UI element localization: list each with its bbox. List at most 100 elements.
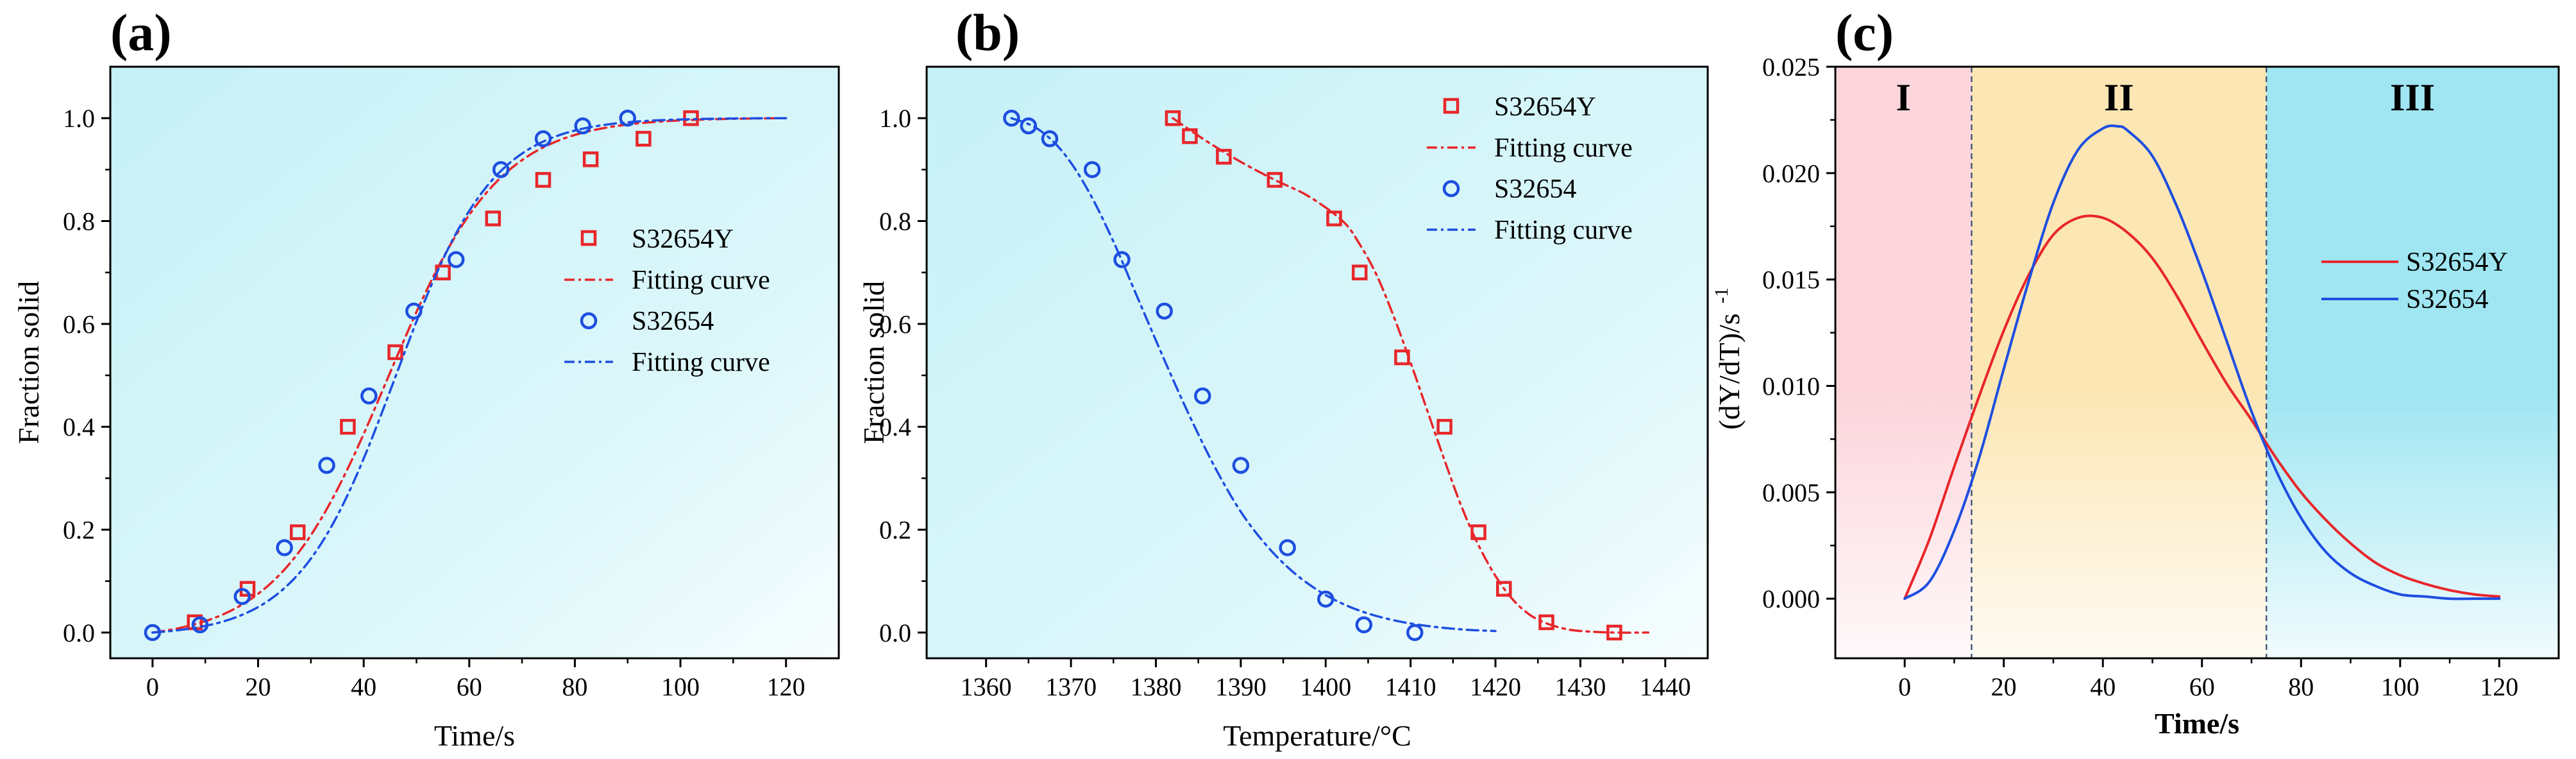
point-s32654y-0-a-2 — [289, 524, 306, 540]
legend-label-s32654-a: S32654 — [632, 307, 714, 336]
point-s32654-2-b-10 — [1355, 616, 1373, 634]
point-s32654-2-b-7 — [1232, 457, 1250, 474]
x-tick-label-0-c: 0 — [1898, 672, 1911, 701]
point-s32654-2-b-4 — [1113, 251, 1131, 268]
plot-frame-b — [925, 65, 1709, 660]
legend-label-s32654-b: S32654 — [1494, 175, 1576, 204]
x-tick-label-60-c: 60 — [2189, 672, 2215, 701]
point-s32654-2-b-1 — [1020, 117, 1038, 135]
plot-area-a — [110, 67, 839, 658]
y-axis-title-a: Fraction solid — [12, 281, 45, 444]
x-tick-label-1440-b: 1440 — [1640, 672, 1691, 701]
y-tick-label-0-4-a: 0.4 — [63, 413, 95, 441]
point-s32654y-0-a-3 — [340, 418, 356, 435]
x-tick-label-1390-b: 1390 — [1215, 672, 1267, 701]
y-axis-title-group-c: (dY/dT)/s -1 — [1711, 287, 1746, 430]
legend-marker-s32654y-b — [1443, 98, 1460, 114]
legend-label-fit-red-a: Fitting curve — [632, 266, 770, 295]
y-tick-label-0-6-a: 0.6 — [63, 310, 95, 339]
legend-label-fit-blue-b: Fitting curve — [1494, 216, 1633, 245]
point-s32654-2-b-11 — [1406, 624, 1424, 642]
x-tick-label-0-a: 0 — [146, 672, 159, 701]
x-axis-title-c: Time/s — [2155, 707, 2239, 740]
y-tick-label-0-4-b: 0.4 — [879, 413, 911, 441]
point-s32654-2-b-6 — [1194, 387, 1211, 405]
series-line-fitting-curve-3-a — [151, 117, 787, 634]
legend-label-s32654y-a: S32654Y — [632, 225, 734, 254]
legend-marker-s32654-b — [1442, 180, 1460, 198]
legend-marker-s32654-a — [580, 312, 598, 330]
point-s32654y-0-a-8 — [582, 151, 599, 167]
x-tick-label-1400-b: 1400 — [1300, 672, 1351, 701]
x-tick-label-100-c: 100 — [2381, 672, 2420, 701]
legend-label-fit-blue-a: Fitting curve — [632, 348, 770, 377]
y-tick-label-0-2-a: 0.2 — [63, 516, 95, 545]
legend-c: S32654Y S32654 — [2321, 248, 2508, 314]
point-s32654y-0-b-1 — [1182, 128, 1198, 144]
y-axis-title-sup-c: -1 — [1711, 287, 1732, 303]
y-tick-label-0-0-a: 0.0 — [63, 618, 95, 647]
panel-label-c: (c) — [1835, 3, 1894, 62]
legend-a: S32654Y Fitting curve S32654 Fitting cur… — [564, 225, 770, 377]
point-s32654-2-a-3 — [276, 539, 293, 556]
panel-label-a: (a) — [110, 3, 172, 62]
x-tick-label-20-c: 20 — [1991, 672, 2017, 701]
y-tick-label-1-0-a: 1.0 — [63, 104, 95, 133]
legend-b: S32654Y Fitting curve S32654 Fitting cur… — [1427, 92, 1633, 245]
y-tick-label-0-2-b: 0.2 — [879, 516, 911, 545]
bottom-fade-c — [1835, 67, 2559, 658]
legend-label-s32654y-c: S32654Y — [2406, 248, 2508, 277]
x-tick-label-60-a: 60 — [457, 672, 482, 701]
legend-label-s32654y-b: S32654Y — [1494, 92, 1596, 122]
point-s32654-2-b-5 — [1156, 302, 1173, 320]
x-tick-label-80-c: 80 — [2288, 672, 2314, 701]
x-tick-label-1410-b: 1410 — [1385, 672, 1436, 701]
y-tick-label-0-005-c: 0.005 — [1762, 478, 1820, 507]
y-tick-label-1-0-b: 1.0 — [879, 104, 911, 133]
x-tick-label-1430-b: 1430 — [1554, 672, 1606, 701]
point-s32654-2-b-2 — [1041, 130, 1059, 148]
point-s32654-2-b-8 — [1279, 539, 1296, 556]
y-axis-title-c: (dY/dT)/s — [1713, 313, 1746, 429]
y-tick-label-0-015-c: 0.015 — [1762, 266, 1820, 294]
x-tick-label-40-c: 40 — [2090, 672, 2116, 701]
series-line-fitting-curve-1-a — [151, 117, 787, 634]
point-s32654-2-a-2 — [233, 588, 251, 606]
y-tick-label-0-020-c: 0.020 — [1762, 159, 1820, 188]
y-tick-label-0-010-c: 0.010 — [1762, 371, 1820, 400]
legend-label-s32654-c: S32654 — [2406, 285, 2488, 314]
plot-frame-a — [109, 65, 840, 660]
point-s32654y-0-a-10 — [683, 110, 699, 126]
x-axis-title-b: Temperature/°C — [1223, 719, 1411, 752]
point-s32654-2-a-10 — [574, 117, 592, 135]
point-s32654y-0-b-7 — [1436, 418, 1452, 435]
point-s32654-2-a-5 — [360, 387, 378, 405]
x-tick-label-120-c: 120 — [2480, 672, 2518, 701]
panel-b: (b) 1360 1370 1380 1390 1400 1410 1420 1430 1440… — [857, 3, 1709, 752]
panel-c: (c) IIIIII 0204060801001200.0000.0050.01… — [1711, 3, 2560, 740]
point-s32654y-0-a-6 — [485, 210, 501, 226]
y-tick-label-0-8-b: 0.8 — [879, 207, 911, 236]
x-axis-title-a: Time/s — [434, 719, 515, 752]
point-s32654y-0-b-3 — [1267, 172, 1283, 188]
x-tick-label-1380-b: 1380 — [1130, 672, 1181, 701]
legend-label-fit-red-b: Fitting curve — [1494, 133, 1633, 163]
point-s32654-2-a-8 — [492, 161, 510, 178]
x-tick-label-1370-b: 1370 — [1045, 672, 1097, 701]
x-tick-label-20-a: 20 — [245, 672, 271, 701]
plot-frame-c — [1834, 65, 2560, 660]
y-axis-title-b: Fraction solid — [857, 281, 890, 444]
point-s32654y-0-b-2 — [1216, 149, 1232, 165]
point-s32654-2-a-7 — [447, 251, 465, 268]
point-s32654y-0-b-5 — [1351, 264, 1368, 280]
point-s32654-2-b-0 — [1003, 109, 1020, 127]
x-tick-label-80-a: 80 — [562, 672, 587, 701]
point-s32654-2-a-6 — [405, 302, 423, 320]
series-line-s32654-1-c — [1903, 124, 2501, 601]
point-s32654y-0-b-0 — [1165, 110, 1181, 126]
point-s32654y-0-a-9 — [636, 130, 652, 147]
point-s32654-2-a-4 — [318, 457, 335, 474]
y-tick-label-0-6-b: 0.6 — [879, 310, 911, 339]
point-s32654-2-b-3 — [1083, 161, 1101, 178]
